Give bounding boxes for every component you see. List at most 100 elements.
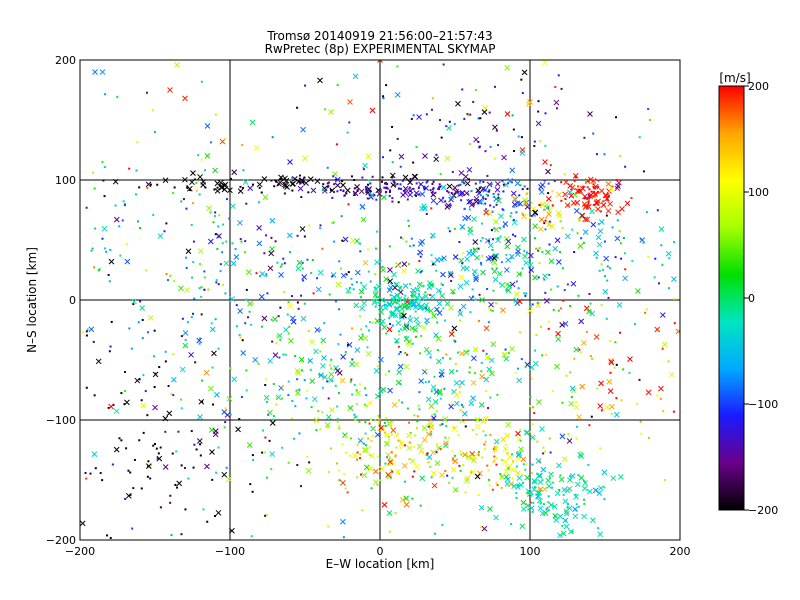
scatter-dot	[386, 456, 389, 459]
scatter-dot	[381, 180, 384, 183]
scatter-dot	[481, 456, 484, 459]
scatter-dot	[387, 435, 390, 438]
scatter-x-mark	[423, 346, 430, 353]
scatter-dot	[479, 117, 482, 120]
scatter-dot	[276, 334, 279, 337]
scatter-dot	[473, 248, 476, 251]
scatter-x-mark	[237, 219, 243, 226]
scatter-dot	[185, 256, 188, 259]
scatter-dot	[366, 346, 369, 349]
scatter-x-mark	[252, 356, 259, 363]
scatter-dot	[493, 455, 496, 458]
scatter-x-mark	[442, 442, 449, 449]
scatter-dot	[346, 343, 349, 346]
scatter-x-mark	[203, 369, 210, 376]
scatter-dot	[219, 270, 222, 273]
scatter-dot	[270, 468, 273, 471]
scatter-x-mark	[624, 200, 631, 207]
scatter-dot	[431, 193, 434, 196]
scatter-x-mark	[481, 525, 488, 532]
scatter-x-mark	[434, 306, 440, 313]
scatter-dot	[409, 315, 412, 318]
scatter-dot	[586, 307, 589, 310]
scatter-dot	[647, 107, 650, 110]
scatter-x-mark	[352, 452, 358, 459]
scatter-x-mark	[307, 176, 314, 182]
scatter-x-mark	[283, 177, 290, 184]
scatter-dot	[103, 195, 106, 198]
scatter-dot	[459, 409, 462, 412]
scatter-dot	[373, 298, 376, 301]
scatter-dot	[327, 397, 330, 400]
scatter-x-mark	[578, 453, 585, 459]
scatter-x-mark	[568, 192, 575, 199]
scatter-dot	[441, 524, 444, 527]
scatter-dot	[359, 315, 362, 318]
scatter-x-mark	[342, 236, 349, 243]
scatter-x-mark	[393, 432, 400, 439]
scatter-dot	[526, 492, 529, 495]
scatter-dot	[485, 352, 488, 355]
scatter-dot	[516, 367, 519, 370]
scatter-dot	[408, 421, 411, 424]
scatter-x-mark	[573, 208, 580, 214]
scatter-dot	[388, 438, 391, 441]
scatter-x-mark	[311, 396, 318, 403]
scatter-dot	[451, 170, 454, 173]
scatter-dot	[590, 415, 593, 418]
scatter-dot	[404, 294, 407, 297]
scatter-x-mark	[287, 159, 293, 165]
scatter-x-mark	[535, 493, 542, 500]
scatter-dot	[484, 197, 487, 200]
scatter-dot	[225, 466, 228, 469]
scatter-dot	[364, 421, 367, 424]
scatter-dot	[200, 80, 203, 83]
scatter-dot	[308, 359, 311, 362]
scatter-x-mark	[431, 470, 437, 477]
scatter-dot	[597, 527, 600, 530]
scatter-dot	[459, 319, 462, 322]
scatter-dot	[533, 486, 536, 489]
scatter-dot	[347, 271, 350, 274]
scatter-dot	[429, 356, 432, 359]
scatter-x-mark	[522, 197, 528, 203]
scatter-x-mark	[468, 295, 475, 302]
scatter-dot	[576, 185, 579, 188]
scatter-dot	[305, 389, 308, 392]
scatter-dot	[169, 501, 172, 504]
scatter-dot	[381, 176, 384, 179]
scatter-dot	[291, 189, 294, 192]
scatter-x-mark	[528, 252, 534, 259]
scatter-dot	[450, 279, 453, 282]
scatter-dot	[383, 186, 386, 189]
scatter-dot	[398, 330, 401, 333]
scatter-dot	[527, 508, 530, 511]
scatter-x-mark	[474, 423, 481, 430]
scatter-dot	[482, 349, 485, 352]
scatter-x-mark	[563, 523, 570, 530]
scatter-dot	[406, 353, 409, 356]
scatter-x-mark	[269, 246, 275, 252]
scatter-dot	[328, 293, 331, 296]
scatter-x-mark	[560, 530, 567, 537]
scatter-dot	[545, 216, 548, 219]
scatter-dot	[376, 365, 379, 368]
scatter-dot	[350, 378, 353, 381]
scatter-dot	[228, 217, 231, 220]
scatter-dot	[481, 188, 484, 191]
scatter-x-mark	[587, 176, 594, 183]
scatter-dot	[223, 426, 226, 429]
scatter-x-mark	[182, 342, 189, 349]
scatter-x-mark	[402, 283, 409, 289]
scatter-x-mark	[298, 356, 305, 363]
scatter-dot	[169, 494, 172, 497]
scatter-dot	[538, 203, 541, 206]
scatter-dot	[478, 181, 481, 184]
scatter-dot	[398, 352, 401, 355]
scatter-dot	[446, 474, 449, 477]
scatter-dot	[442, 196, 445, 199]
scatter-dot	[531, 423, 534, 426]
scatter-dot	[543, 278, 546, 281]
scatter-x-mark	[458, 274, 465, 281]
scatter-dot	[287, 393, 290, 396]
